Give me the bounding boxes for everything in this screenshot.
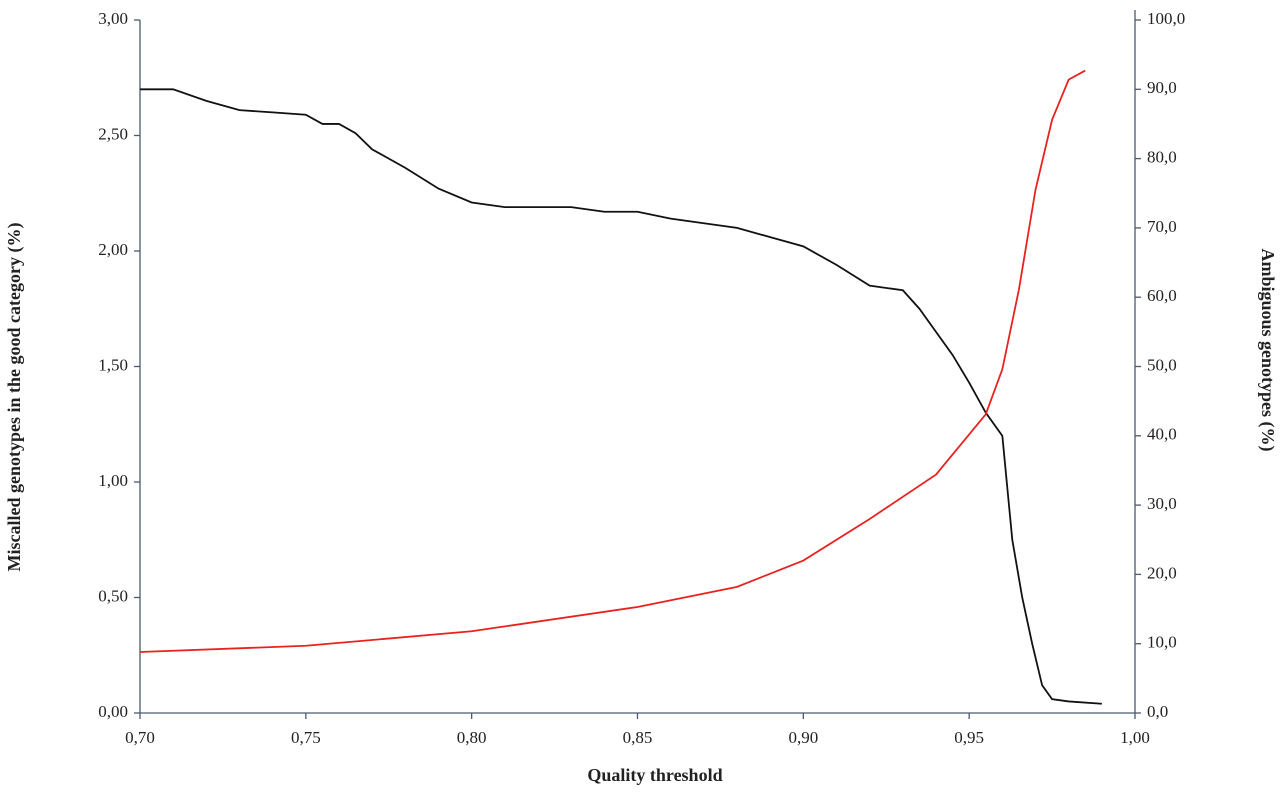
x-tick-label: 0,75 — [291, 728, 321, 747]
data-line — [139, 69, 1086, 653]
y-tick-label: 0,00 — [98, 702, 128, 721]
y-axis-title: Miscalled genotypes in the good category… — [4, 223, 25, 572]
x-tick-label: 0,80 — [457, 728, 487, 747]
y-tick-label: 0,50 — [98, 586, 128, 605]
x-tick-label: 0,70 — [125, 728, 155, 747]
y-tick-label: 1,00 — [98, 471, 128, 490]
y2-tick-label: 60,0 — [1147, 286, 1177, 305]
y-tick-label: 3,00 — [98, 9, 128, 28]
y2-tick-label: 30,0 — [1147, 494, 1177, 513]
x-tick-label: 0,85 — [623, 728, 653, 747]
x-axis-title: Quality threshold — [587, 765, 722, 785]
y2-tick-label: 80,0 — [1147, 148, 1177, 167]
y2-tick-label: 10,0 — [1147, 633, 1177, 652]
y2-axis-title: Ambiguous genotypes (%) — [1257, 248, 1278, 451]
x-tick-label: 0,95 — [954, 728, 984, 747]
y-tick-label: 2,50 — [98, 124, 128, 143]
y-tick-label: 2,00 — [98, 240, 128, 259]
y2-tick-label: 90,0 — [1147, 78, 1177, 97]
y-tick-label: 1,50 — [98, 355, 128, 374]
y2-tick-label: 20,0 — [1147, 563, 1177, 582]
x-tick-label: 0,90 — [788, 728, 818, 747]
y2-tick-label: 100,0 — [1147, 9, 1185, 28]
y2-tick-label: 0,0 — [1147, 702, 1168, 721]
x-tick-label: 1,00 — [1120, 728, 1150, 747]
y2-tick-label: 70,0 — [1147, 217, 1177, 236]
y2-tick-label: 50,0 — [1147, 355, 1177, 374]
data-line — [140, 88, 1102, 705]
y2-tick-label: 40,0 — [1147, 425, 1177, 444]
